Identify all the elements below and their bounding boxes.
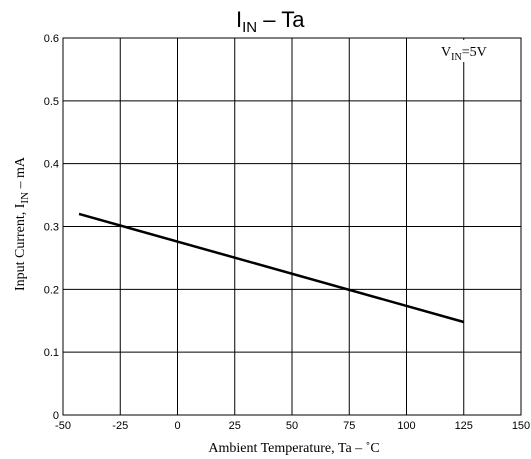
x-tick-label: 0 <box>174 420 180 432</box>
x-tick-label: 150 <box>512 420 530 432</box>
x-tick-label: 25 <box>229 420 241 432</box>
x-tick-label: 75 <box>343 420 355 432</box>
chart-title-subscript: IN <box>242 19 257 36</box>
y-tick-label: 0 <box>53 410 59 422</box>
y-tick-label: 0.6 <box>44 33 59 45</box>
y-axis-label: Input Current, IIN – mA <box>13 156 31 291</box>
x-tick-label: 50 <box>286 420 298 432</box>
chart-title: IIN – Ta <box>236 7 305 36</box>
x-axis-label: Ambient Temperature, Ta – ˚C <box>208 441 379 456</box>
plot-frame <box>62 37 522 416</box>
condition-label: VIN=5V <box>441 45 487 63</box>
y-tick-label: 0.3 <box>44 222 59 234</box>
chart-title-main: I <box>236 7 242 32</box>
x-tick-label: -50 <box>55 420 71 432</box>
chart-title-rest: – Ta <box>257 7 305 32</box>
series-layer <box>78 212 465 324</box>
y-axis-label-prefix: Input Current, I <box>13 203 28 291</box>
y-axis-label-suffix: – mA <box>13 156 28 192</box>
y-axis-label-subscript: IN <box>19 192 31 204</box>
x-tick-label: 125 <box>455 420 473 432</box>
series-line <box>78 212 465 324</box>
y-tick-label: 0.4 <box>44 159 59 171</box>
y-tick-label: 0.2 <box>44 284 59 296</box>
x-tick-label: -25 <box>112 420 128 432</box>
y-tick-label: 0.1 <box>44 347 59 359</box>
y-tick-label: 0.5 <box>44 96 59 108</box>
x-tick-label: 100 <box>397 420 415 432</box>
condition-prefix: V <box>441 45 451 60</box>
condition-suffix: =5V <box>462 45 487 60</box>
condition-box <box>437 40 519 62</box>
grid-layer <box>63 38 521 415</box>
tick-labels: -50 -25 0 25 50 75 100 125 150 0 0.1 0.2 0.3 0.4 0.5 0.… <box>44 33 530 432</box>
condition-subscript: IN <box>451 52 462 63</box>
